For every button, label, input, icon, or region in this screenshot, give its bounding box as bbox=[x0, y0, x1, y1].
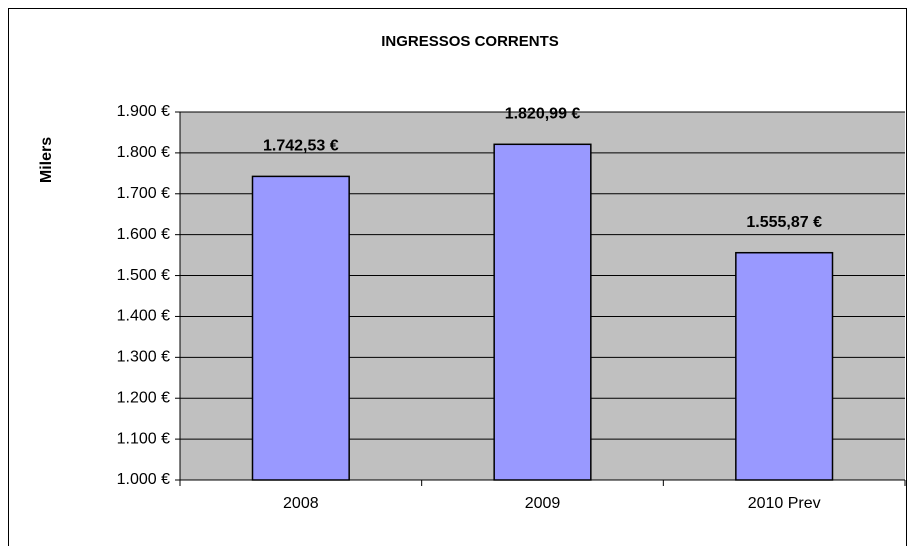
y-tick-label: 1.600 € bbox=[117, 226, 170, 243]
chart-frame bbox=[8, 8, 907, 546]
bar bbox=[493, 143, 592, 481]
data-label: 1.555,87 € bbox=[746, 214, 822, 231]
y-axis-label: Milers bbox=[38, 137, 55, 183]
y-tick-label: 1.800 € bbox=[117, 144, 170, 161]
x-tick-label: 2010 Prev bbox=[748, 495, 821, 512]
x-tick-label: 2008 bbox=[283, 495, 319, 512]
y-tick-label: 1.300 € bbox=[117, 349, 170, 366]
data-label: 1.820,99 € bbox=[505, 106, 581, 123]
y-tick-label: 1.900 € bbox=[117, 103, 170, 120]
y-tick-label: 1.400 € bbox=[117, 308, 170, 325]
y-tick-label: 1.000 € bbox=[117, 471, 170, 488]
y-tick-label: 1.100 € bbox=[117, 430, 170, 447]
y-tick-label: 1.200 € bbox=[117, 389, 170, 406]
bar bbox=[251, 175, 350, 481]
chart-title: INGRESSOS CORRENTS bbox=[381, 33, 559, 50]
bar bbox=[735, 251, 834, 481]
y-tick-label: 1.500 € bbox=[117, 267, 170, 284]
y-tick-label: 1.700 € bbox=[117, 185, 170, 202]
data-label: 1.742,53 € bbox=[263, 138, 339, 155]
x-tick-label: 2009 bbox=[525, 495, 561, 512]
